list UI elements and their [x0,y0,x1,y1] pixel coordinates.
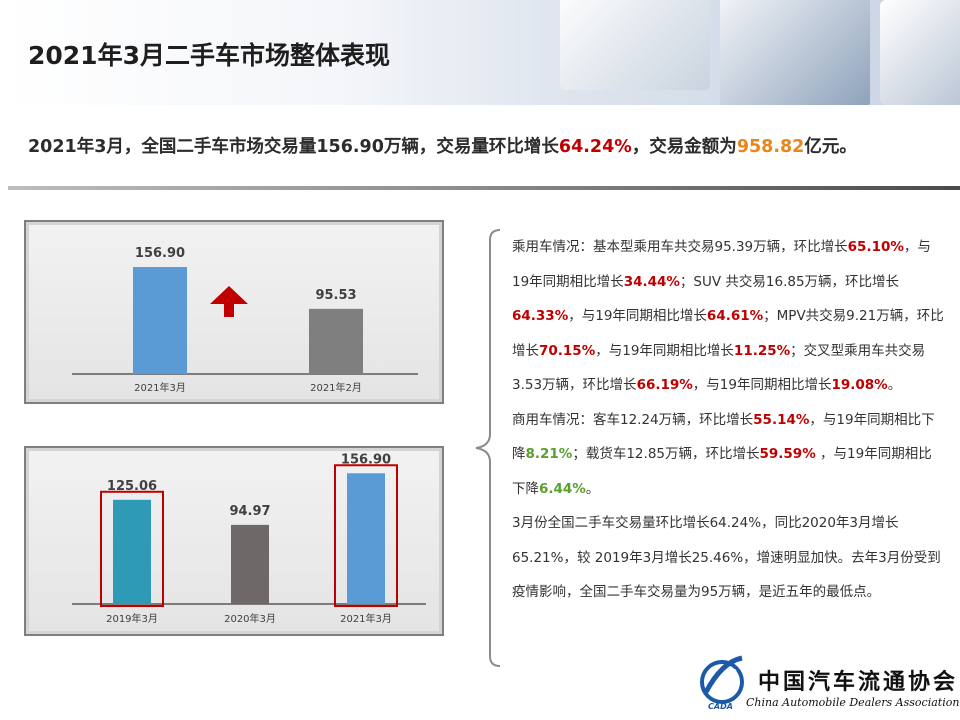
bar [347,473,385,604]
data-label: 156.90 [135,246,185,261]
decorative-cube [720,0,870,105]
commercial-text: ；载货车12.85万辆，环比增长 [572,446,760,462]
passenger-highlight: 19.08% [831,377,888,393]
commercial-highlight: 55.14% [753,411,810,428]
commercial-text: ，与19年同期相比下降 [512,411,935,463]
passenger-highlight: 70.15% [539,342,596,359]
logo-name-cn: 中国汽车流通协会 [758,669,959,695]
chart-panel-yoy: 125.06 2019年3月 94.97 2020年3月 156.90 2021年3月 [24,446,444,636]
passenger-text: 。 [887,377,902,393]
commercial-paragraph: 商用车情况：客车12.24万辆，环比增长55.14%，与19年同期相比下降8.2… [512,403,944,507]
tick-label: 2021年3月 [340,612,392,625]
passenger-highlight: 65.10% [847,239,904,255]
commercial-highlight: 59.59% [759,446,816,462]
header-banner: 2021年3月二手车市场整体表现 [0,0,960,105]
summary-middle: ，交易金额为 [631,137,737,157]
decorative-cube [880,0,960,105]
summary-suffix: 亿元。 [804,137,857,157]
data-label: 95.53 [315,288,356,303]
tick-label: 2019年3月 [106,612,158,625]
brace [475,229,501,667]
highlight-box [334,464,398,607]
highlight-box [100,490,164,607]
summary-amount: 958.82 [736,137,805,157]
overall-paragraph: 3月份全国二手车交易量环比增长64.24%，同比2020年3月增长65.21%，… [512,515,941,600]
up-arrow-icon [210,286,248,317]
tick-label: 2021年2月 [310,381,362,394]
divider [8,186,960,190]
decorative-cube [560,0,710,90]
page-title: 2021年3月二手车市场整体表现 [28,41,390,70]
commercial-text: ，与19年同期相比下降 [512,446,932,497]
data-label: 94.97 [229,504,270,519]
bar [113,499,151,604]
summary-line: 2021年3月，全国二手车市场交易量156.90万辆，交易量环比增长64.24%… [28,133,857,158]
logo-abbr: CADA [708,702,733,711]
passenger-text: 乘用车情况：基本型乘用车共交易95.39万辆，环比增长 [512,239,848,255]
bar [133,267,187,374]
data-label: 125.06 [107,479,157,494]
bar [309,308,363,374]
passenger-highlight: 66.19% [636,377,693,393]
summary-mom-growth: 64.24% [558,137,632,157]
logo-name-en: China Automobile Dealers Association [746,696,960,709]
passenger-text: ，与19年同期相比增长 [692,377,832,393]
passenger-text: ；MPV共交易9.21万辆，环比增长 [512,308,944,359]
passenger-text: ；SUV 共交易16.85万辆，环比增长 [679,273,900,290]
commercial-highlight: 8.21% [525,446,573,462]
passenger-text: ，与19年同期相比增长 [512,239,931,290]
chart-mom: 156.90 2021年3月 95.53 2021年2月 [72,246,418,394]
tick-label: 2020年3月 [224,612,276,625]
cada-logo: CADA 中国汽车流通协会 China Automobile Dealers A… [696,652,960,718]
passenger-text: ，与19年同期相比增长 [595,342,734,359]
chart-yoy: 125.06 2019年3月 94.97 2020年3月 156.90 2021年3月 [72,452,426,625]
passenger-highlight: 64.61% [706,308,764,324]
passenger-highlight: 11.25% [733,342,791,359]
passenger-highlight: 64.33% [512,308,569,324]
detail-text: 乘用车情况：基本型乘用车共交易95.39万辆，环比增长65.10%，与19年同期… [512,230,944,610]
commercial-text: 商用车情况：客车12.24万辆，环比增长 [512,411,754,428]
commercial-text: 。 [585,480,600,497]
summary-prefix: 2021年3月，全国二手车市场交易量156.90万辆，交易量环比增长 [28,137,559,157]
passenger-paragraph: 乘用车情况：基本型乘用车共交易95.39万辆，环比增长65.10%，与19年同期… [512,230,944,403]
passenger-text: ，与19年同期相比增长 [568,308,707,324]
data-label: 156.90 [341,452,391,467]
passenger-highlight: 34.44% [623,273,680,290]
cada-logo-icon [700,655,744,704]
commercial-highlight: 6.44% [539,480,586,497]
chart-panel-mom: 156.90 2021年3月 95.53 2021年2月 [24,220,444,404]
tick-label: 2021年3月 [134,381,186,394]
passenger-text: ；交叉型乘用车共交易3.53万辆，环比增长 [512,342,926,394]
bar [231,524,269,604]
